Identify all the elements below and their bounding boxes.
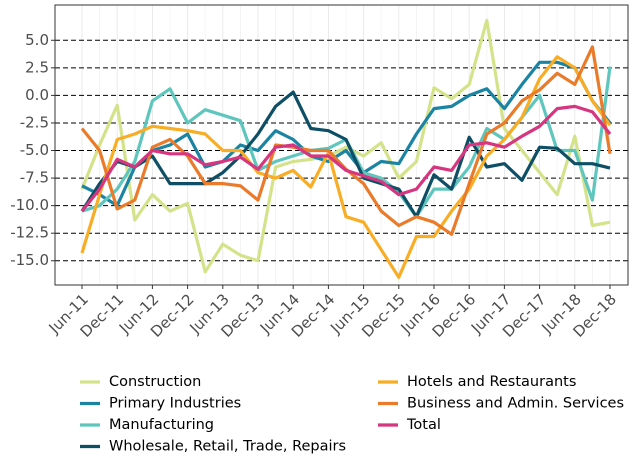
legend-label: Business and Admin. Services (407, 396, 624, 412)
y-tick-label: 2.5 (25, 58, 49, 76)
y-tick-label: -10.0 (10, 196, 49, 214)
y-tick-label: 0.0 (25, 86, 49, 104)
y-tick-label: -2.5 (20, 113, 49, 131)
series-line (80, 18, 611, 274)
y-tick-label: -15.0 (10, 251, 49, 269)
series-line (80, 55, 612, 279)
plot-background (55, 5, 628, 285)
legend-label: Construction (109, 374, 201, 390)
series-line (81, 60, 612, 208)
series-line (80, 90, 611, 219)
y-tick-label: -5.0 (20, 141, 49, 159)
series-line (80, 104, 612, 213)
legend-label: Total (406, 417, 441, 433)
y-tick-label: 5.0 (25, 31, 49, 49)
legend-label: Hotels and Restaurants (407, 374, 576, 390)
y-tick-label: -12.5 (10, 224, 49, 242)
legend-label: Manufacturing (109, 417, 214, 433)
plot-border (54, 4, 629, 286)
y-tick-label: -7.5 (20, 169, 49, 187)
legend-label: Primary Industries (109, 396, 241, 412)
legend-label: Wholesale, Retail, Trade, Repairs (109, 439, 346, 455)
